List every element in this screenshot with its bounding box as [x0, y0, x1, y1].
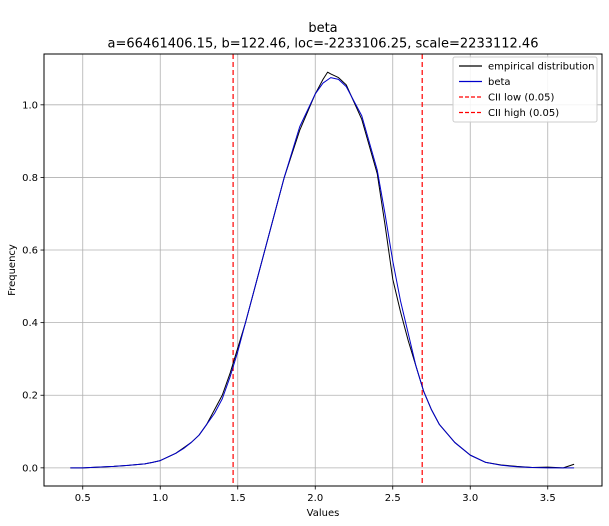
y-tick-label: 0.2	[22, 391, 38, 402]
x-axis-label: Values	[307, 508, 340, 519]
y-axis-ticks: 0.0 0.2 0.4 0.6 0.8 1.0	[22, 100, 44, 474]
chart-title: beta	[308, 21, 337, 36]
x-tick-label: 2.0	[307, 493, 323, 504]
y-tick-label: 0.8	[22, 173, 38, 184]
x-tick-label: 3.0	[462, 493, 478, 504]
confidence-lines	[232, 54, 423, 486]
y-tick-label: 0.4	[22, 318, 38, 329]
y-tick-label: 0.0	[22, 463, 38, 474]
x-tick-label: 3.5	[540, 493, 556, 504]
legend: empirical distribution beta CII low (0.05)…	[452, 56, 598, 123]
chart-subtitle: a=66461406.15, b=122.46, loc=-2233106.25…	[108, 37, 539, 52]
series-lines	[70, 71, 575, 469]
x-axis-ticks: 0.5 1.0 1.5 2.0 2.5 3.0 3.5	[75, 486, 556, 504]
x-tick-label: 1.0	[152, 493, 168, 504]
grid-lines	[44, 54, 602, 486]
x-tick-label: 1.5	[230, 493, 246, 504]
y-tick-label: 1.0	[22, 100, 38, 111]
legend-label: beta	[488, 77, 511, 88]
legend-label: CII high (0.05)	[488, 108, 559, 119]
x-tick-label: 2.5	[385, 493, 401, 504]
x-tick-label: 0.5	[75, 493, 91, 504]
y-tick-label: 0.6	[22, 246, 38, 257]
series-line-beta	[70, 77, 575, 469]
legend-label: CII low (0.05)	[488, 93, 554, 104]
legend-box	[452, 56, 598, 123]
legend-label: empirical distribution	[488, 62, 594, 73]
y-axis-label: Frequency	[7, 244, 18, 296]
plot-area-frame	[43, 53, 603, 487]
